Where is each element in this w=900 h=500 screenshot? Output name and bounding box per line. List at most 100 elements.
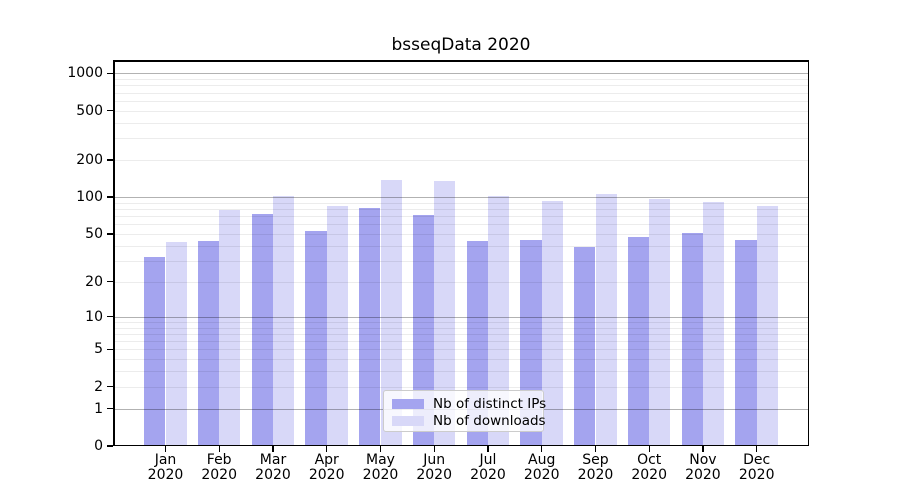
x-tick-mark-oct — [648, 446, 650, 452]
gridline-400 — [113, 122, 809, 124]
gridline-900 — [113, 79, 809, 81]
legend-label-downloads: Nb of downloads — [433, 412, 546, 429]
x-tick-label-jan: Jan 2020 — [147, 452, 184, 483]
x-tick-label-feb: Feb 2020 — [201, 452, 237, 483]
y-tick-mark-0 — [107, 445, 113, 447]
gridline-20 — [113, 281, 809, 283]
y-tick-label-5: 5 — [94, 341, 103, 358]
gridline-40 — [113, 245, 809, 247]
gridline-200 — [113, 160, 809, 161]
bar-nov-distinct-ips — [681, 232, 703, 446]
bar-dec-distinct-ips — [735, 239, 757, 446]
y-tick-mark-50 — [107, 233, 113, 235]
gridline-700 — [113, 92, 809, 94]
y-tick-mark-1000 — [107, 72, 113, 75]
x-tick-mark-sep — [594, 446, 597, 452]
x-tick-label-dec: Dec 2020 — [738, 452, 775, 483]
legend-entry-distinct-ips: Nb of distinct IPs — [384, 395, 547, 412]
y-tick-label-100: 100 — [76, 189, 103, 206]
y-tick-label-500: 500 — [76, 102, 103, 119]
x-tick-label-may: May 2020 — [362, 452, 399, 483]
y-tick-mark-500 — [107, 110, 113, 112]
bar-oct-downloads — [649, 198, 671, 446]
x-tick-mark-feb — [218, 446, 220, 452]
bar-jan-downloads — [165, 241, 187, 446]
y-tick-label-20: 20 — [85, 273, 103, 290]
gridline-5 — [113, 349, 809, 351]
y-tick-label-1000: 1000 — [67, 65, 103, 82]
x-tick-mark-jul — [487, 446, 489, 452]
x-tick-label-mar: Mar 2020 — [255, 452, 291, 483]
gridline-8 — [113, 327, 809, 329]
gridline-4 — [113, 359, 809, 361]
bar-sep-downloads — [595, 193, 617, 446]
gridline-1000 — [113, 73, 809, 75]
gridline-3 — [113, 371, 809, 373]
y-tick-label-200: 200 — [76, 152, 103, 168]
y-tick-mark-20 — [107, 281, 113, 283]
y-tick-mark-200 — [107, 159, 113, 161]
y-tick-mark-5 — [107, 348, 113, 351]
gridline-2 — [113, 386, 809, 388]
bar-jan-distinct-ips — [144, 257, 166, 446]
x-tick-mark-jun — [433, 446, 435, 452]
x-tick-label-jun: Jun 2020 — [416, 452, 452, 483]
gridline-10 — [113, 316, 809, 318]
x-tick-label-nov: Nov 2020 — [685, 452, 721, 483]
y-tick-label-1: 1 — [94, 400, 103, 417]
x-tick-label-jul: Jul 2020 — [470, 452, 506, 483]
gridline-90 — [113, 202, 809, 204]
bar-apr-distinct-ips — [305, 230, 327, 446]
x-tick-mark-nov — [702, 446, 704, 452]
plot-area — [113, 60, 809, 446]
x-tick-mark-dec — [756, 446, 758, 452]
bar-mar-distinct-ips — [251, 213, 273, 446]
gridline-9 — [113, 321, 809, 323]
x-tick-mark-aug — [541, 446, 543, 452]
x-tick-label-apr: Apr 2020 — [308, 452, 345, 483]
gridline-500 — [113, 110, 809, 112]
gridline-600 — [113, 100, 809, 102]
y-tick-mark-10 — [107, 316, 113, 318]
bar-mar-downloads — [273, 196, 295, 446]
bar-dec-downloads — [756, 205, 778, 446]
y-tick-mark-2 — [107, 386, 113, 388]
y-tick-label-0: 0 — [94, 438, 103, 454]
y-tick-label-50: 50 — [85, 226, 103, 242]
axis-spine-bottom — [113, 444, 809, 446]
y-tick-mark-100 — [107, 196, 113, 198]
gridline-80 — [113, 209, 809, 210]
bar-jun-distinct-ips — [412, 215, 435, 446]
gridline-800 — [113, 85, 809, 87]
gridline-300 — [113, 138, 809, 140]
bar-sep-distinct-ips — [574, 247, 596, 446]
legend-entry-downloads: Nb of downloads — [384, 412, 546, 429]
x-tick-label-sep: Sep 2020 — [577, 452, 614, 483]
axis-spine-left — [113, 60, 115, 446]
bar-apr-downloads — [326, 205, 348, 446]
y-tick-mark-1 — [107, 407, 113, 410]
x-tick-mark-mar — [272, 446, 274, 452]
bar-feb-distinct-ips — [197, 240, 220, 446]
axis-spine-right — [807, 60, 809, 446]
legend-swatch-distinct-ips — [392, 398, 424, 409]
legend-swatch-downloads — [392, 415, 424, 426]
bar-feb-downloads — [219, 209, 241, 446]
bar-nov-downloads — [702, 202, 725, 446]
bar-jul-downloads — [488, 196, 510, 446]
y-tick-label-10: 10 — [85, 308, 103, 325]
y-tick-label-2: 2 — [94, 378, 103, 395]
bar-jun-downloads — [434, 180, 456, 446]
gridline-6 — [113, 341, 809, 343]
gridline-30 — [113, 260, 809, 262]
x-tick-mark-may — [379, 446, 382, 452]
legend-label-distinct-ips: Nb of distinct IPs — [433, 395, 547, 412]
gridline-60 — [113, 224, 809, 226]
gridline-100 — [113, 197, 809, 199]
x-tick-mark-jan — [164, 446, 167, 452]
x-tick-mark-apr — [326, 446, 328, 452]
gridline-7 — [113, 333, 809, 335]
bar-oct-distinct-ips — [627, 237, 650, 446]
gridline-70 — [113, 216, 809, 218]
chart-title: bsseqData 2020 — [391, 35, 531, 55]
